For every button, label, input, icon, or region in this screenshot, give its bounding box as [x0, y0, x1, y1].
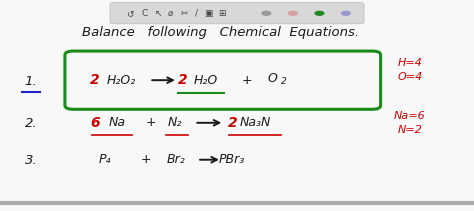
Text: ↺: ↺ — [127, 9, 134, 18]
Text: 2: 2 — [178, 73, 187, 87]
Text: 2: 2 — [228, 116, 237, 130]
Text: ⌀: ⌀ — [168, 9, 173, 18]
Text: PBr₃: PBr₃ — [219, 153, 246, 166]
Circle shape — [342, 11, 350, 15]
Text: +: + — [146, 116, 156, 129]
Text: 6: 6 — [90, 116, 100, 130]
Text: +: + — [141, 153, 151, 166]
Text: C: C — [141, 9, 148, 18]
Text: H₂O₂: H₂O₂ — [106, 74, 136, 87]
Text: 1.: 1. — [25, 75, 37, 88]
Text: O: O — [268, 72, 277, 85]
Text: 3.: 3. — [25, 154, 37, 167]
Text: ↖: ↖ — [155, 9, 163, 18]
Text: 2: 2 — [281, 77, 286, 86]
Text: Br₂: Br₂ — [167, 153, 186, 166]
Text: N₂: N₂ — [168, 116, 182, 129]
Text: P₄: P₄ — [99, 153, 111, 166]
Text: 2: 2 — [90, 73, 100, 87]
Text: Balance   following   Chemical  Equations.: Balance following Chemical Equations. — [82, 26, 359, 39]
Text: +: + — [241, 74, 252, 87]
Text: H₂O: H₂O — [194, 74, 219, 87]
Text: ✂: ✂ — [181, 9, 189, 18]
Text: ⊞: ⊞ — [218, 9, 226, 18]
Text: 2.: 2. — [25, 117, 37, 130]
Text: Na₃N: Na₃N — [239, 116, 271, 129]
Text: Na: Na — [109, 116, 126, 129]
FancyBboxPatch shape — [110, 3, 364, 24]
Circle shape — [262, 11, 271, 15]
Circle shape — [289, 11, 297, 15]
Circle shape — [315, 11, 324, 15]
Text: Na=6
N=2: Na=6 N=2 — [394, 111, 426, 135]
Text: /: / — [195, 9, 198, 18]
Text: H=4
O=4: H=4 O=4 — [397, 58, 423, 82]
Text: ▣: ▣ — [204, 9, 213, 18]
